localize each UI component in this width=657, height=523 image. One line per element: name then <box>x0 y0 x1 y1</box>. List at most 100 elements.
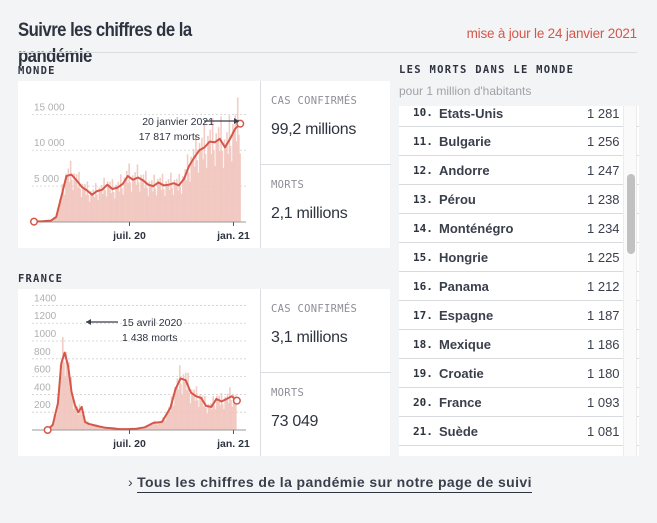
daily-bar <box>183 178 185 222</box>
daily-bar <box>207 404 210 430</box>
start-point <box>29 217 39 226</box>
daily-bar <box>75 174 78 222</box>
daily-bar <box>104 428 107 430</box>
daily-bar <box>202 159 204 222</box>
daily-bar <box>106 181 109 222</box>
y-tick-label: 1000 <box>34 329 57 340</box>
daily-bar <box>62 337 64 430</box>
daily-bar <box>151 180 153 222</box>
daily-bar <box>218 395 220 430</box>
daily-bar <box>217 127 220 222</box>
france-section-label: FRANCE <box>18 273 64 285</box>
ranking-list[interactable]: 10. Etats-Unis 1 281 11. Bulgarie 1 256 12. And… <box>399 106 639 456</box>
y-tick-label: 200 <box>34 400 51 411</box>
daily-bar <box>182 374 185 430</box>
daily-bar <box>198 142 201 222</box>
ranking-scrollbar[interactable] <box>623 106 637 456</box>
daily-bar <box>90 191 92 222</box>
daily-bar <box>201 395 204 430</box>
daily-bar <box>195 386 198 430</box>
daily-bar <box>170 172 172 222</box>
daily-bar <box>143 187 146 222</box>
daily-bar <box>61 183 64 222</box>
daily-bar <box>210 403 212 430</box>
daily-bar <box>193 166 196 222</box>
world-chart-svg: 5 000 10 000 15 000 juil. 20 jan. 21 20 janvi… <box>29 97 250 242</box>
daily-bar <box>139 191 141 222</box>
daily-bar <box>188 393 191 430</box>
daily-bar <box>62 191 65 222</box>
ranking-value: 1 234 <box>587 220 620 236</box>
ranking-rank: 11. <box>413 134 433 148</box>
daily-bar <box>162 417 164 430</box>
daily-bar <box>115 184 117 222</box>
ranking-value: 1 256 <box>587 133 620 149</box>
daily-bar <box>202 406 205 430</box>
ranking-value: 1 187 <box>587 307 620 323</box>
daily-bar <box>223 409 225 430</box>
daily-bar <box>145 425 148 430</box>
daily-bar <box>234 114 237 222</box>
daily-bar <box>82 188 85 222</box>
daily-bar <box>220 392 223 430</box>
daily-bar <box>215 395 218 430</box>
daily-bar <box>64 377 66 430</box>
daily-bar <box>84 184 86 222</box>
daily-bar <box>235 395 237 430</box>
daily-bar <box>135 184 138 222</box>
daily-bar <box>119 174 122 222</box>
start-point <box>43 425 52 435</box>
daily-bar <box>228 115 231 222</box>
france-stats-divider <box>261 372 391 373</box>
daily-bar <box>163 419 166 430</box>
daily-bar <box>179 187 182 222</box>
daily-bar <box>96 426 99 430</box>
daily-bar <box>151 422 154 430</box>
daily-bar <box>125 170 128 222</box>
daily-bar <box>161 423 163 430</box>
daily-bar <box>75 407 77 430</box>
daily-bar <box>215 133 218 222</box>
ranking-value: 1 225 <box>587 249 620 265</box>
daily-bar <box>134 172 136 222</box>
ranking-rank: 12. <box>413 163 433 177</box>
daily-bar <box>186 390 188 430</box>
daily-bar <box>201 137 203 222</box>
daily-bar <box>204 395 206 430</box>
daily-bar <box>194 400 197 430</box>
daily-bar <box>86 181 89 222</box>
ranking-rank: 21. <box>413 424 433 438</box>
daily-bar <box>171 402 174 430</box>
tracking-page-link[interactable]: › Tous les chiffres de la pandémie sur no… <box>128 474 532 493</box>
daily-bar <box>189 181 191 222</box>
daily-bar <box>104 190 107 222</box>
france-stat-deaths: MORTS 73 049 <box>261 387 391 431</box>
daily-bar <box>219 151 221 222</box>
ranking-subtitle: pour 1 million d'habitants <box>399 84 532 98</box>
daily-bar <box>178 173 181 222</box>
daily-bar <box>51 424 53 430</box>
world-stat-cases: CAS CONFIRMÉS 99,2 millions <box>261 95 391 139</box>
daily-bar <box>153 420 156 430</box>
y-tick-label: 400 <box>34 382 51 393</box>
daily-bar <box>58 387 61 430</box>
ranking-row: 11. Bulgarie 1 256 <box>399 127 639 156</box>
daily-bar <box>77 187 79 222</box>
daily-bar <box>187 372 189 430</box>
daily-bar <box>154 188 157 222</box>
daily-bar <box>92 189 95 222</box>
daily-bar <box>226 393 229 430</box>
ranking-country: Mexique <box>439 336 492 352</box>
tracking-page-link-label[interactable]: Tous les chiffres de la pandémie sur not… <box>137 474 532 493</box>
ranking-row: 20. France 1 093 <box>399 388 639 417</box>
ranking-scroll-thumb[interactable] <box>627 174 635 254</box>
ranking-rank: 16. <box>413 279 433 293</box>
daily-bar <box>85 423 88 430</box>
daily-bar <box>121 188 123 222</box>
daily-bar <box>199 394 201 430</box>
daily-bar <box>225 145 227 222</box>
daily-bar <box>162 189 165 222</box>
daily-bar <box>174 387 176 430</box>
world-chart: 5 000 10 000 15 000 juil. 20 jan. 21 20 janvi… <box>18 81 258 248</box>
daily-bar <box>87 421 89 430</box>
